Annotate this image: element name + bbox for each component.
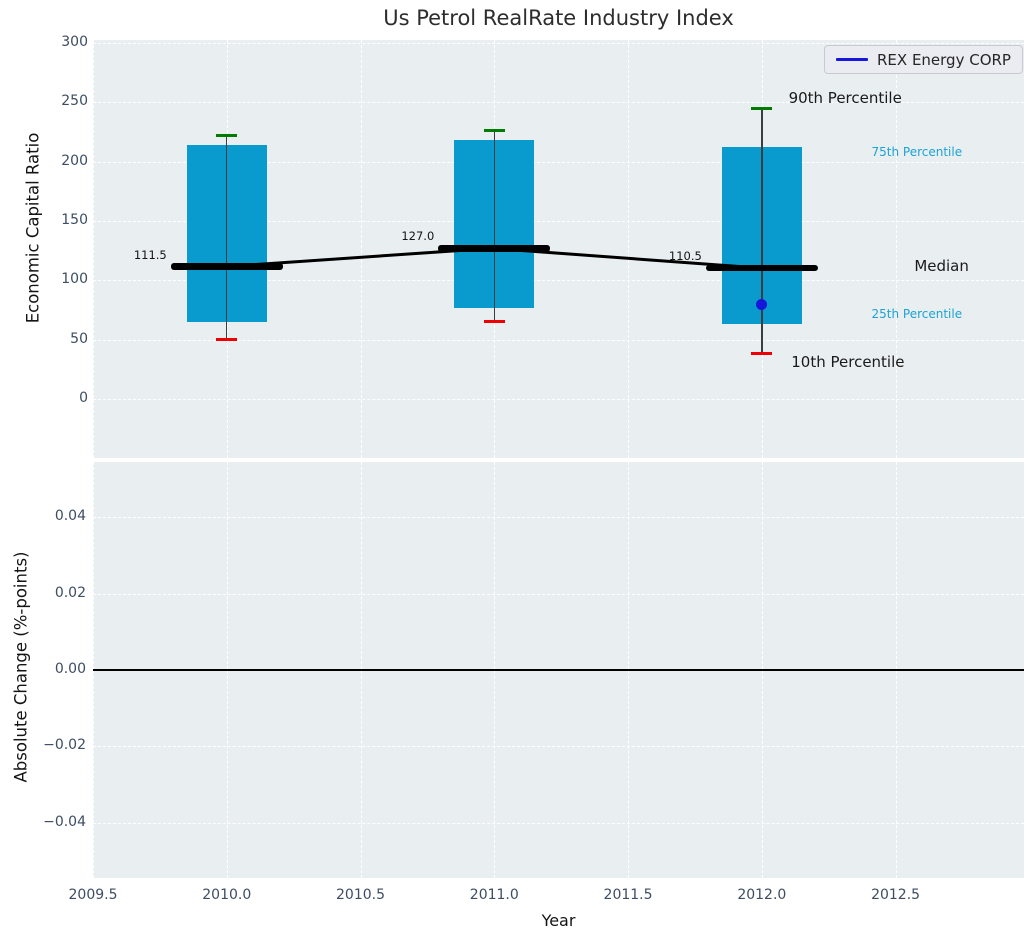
whisker-2012 xyxy=(761,108,763,354)
cap-10th-2011 xyxy=(483,320,505,324)
x-tick-label: 2012.0 xyxy=(737,887,787,903)
legend[interactable]: REX Energy CORP xyxy=(824,45,1023,74)
y-tick-label: 0.04 xyxy=(54,508,86,525)
median-label-2010: 111.5 xyxy=(133,247,167,262)
whisker-2011 xyxy=(493,130,495,322)
gridline-horizontal xyxy=(93,280,1024,282)
annotation-median: Median xyxy=(914,256,969,275)
x-tick-label: 2011.0 xyxy=(469,887,519,903)
median-label-2011: 127.0 xyxy=(401,229,435,244)
x-tick-label: 2011.5 xyxy=(603,887,653,903)
y-tick-label: 0.02 xyxy=(54,584,86,601)
gridline-horizontal xyxy=(93,102,1024,104)
y-tick-label: 50 xyxy=(70,330,88,347)
gridline-vertical xyxy=(895,40,897,458)
cap-10th-2012 xyxy=(751,352,773,356)
chart-title: Us Petrol RealRate Industry Index xyxy=(383,6,734,30)
median-bar-2012 xyxy=(705,264,818,272)
y-tick-label: 0.00 xyxy=(54,661,86,677)
annotation-75th-percentile: 75th Percentile xyxy=(871,145,963,160)
x-tick-label: 2010.0 xyxy=(202,887,252,903)
y-tick-label: 150 xyxy=(61,211,88,228)
median-label-2012: 110.5 xyxy=(668,248,702,263)
y-tick-label: 200 xyxy=(61,152,88,169)
gridline-vertical xyxy=(93,40,94,458)
x-tick-label: 2012.5 xyxy=(871,887,921,903)
y-tick-label: 250 xyxy=(61,93,88,110)
cap-90th-2011 xyxy=(483,129,505,133)
gridline-horizontal xyxy=(93,339,1024,341)
x-tick-label: 2009.5 xyxy=(68,887,118,903)
gridline-horizontal xyxy=(93,593,1024,595)
gridline-horizontal xyxy=(93,161,1024,163)
gridline-horizontal xyxy=(93,822,1024,824)
y-tick-label: −0.02 xyxy=(43,737,86,754)
legend-line-sample xyxy=(836,58,868,61)
gridline-horizontal xyxy=(93,517,1024,519)
gridline-vertical xyxy=(360,40,362,458)
legend-label: REX Energy CORP xyxy=(877,50,1011,69)
y-tick-label: 0 xyxy=(79,390,88,406)
gridline-horizontal xyxy=(93,220,1024,222)
cap-90th-2010 xyxy=(216,134,238,138)
cap-10th-2010 xyxy=(216,338,238,342)
company-point-2012 xyxy=(756,298,768,310)
y-tick-label: 300 xyxy=(61,33,88,50)
annotation-90th-percentile: 90th Percentile xyxy=(788,89,902,108)
median-bar-2011 xyxy=(438,245,551,252)
cap-90th-2012 xyxy=(751,106,773,110)
x-axis-label: Year xyxy=(541,911,576,930)
whisker-2010 xyxy=(226,135,228,340)
annotation-10th-percentile: 10th Percentile xyxy=(791,352,905,371)
gridline-horizontal xyxy=(93,42,1024,44)
gridline-horizontal xyxy=(93,746,1024,748)
zero-line xyxy=(93,669,1024,671)
gridline-vertical xyxy=(628,40,630,458)
annotation-25th-percentile: 25th Percentile xyxy=(871,306,963,321)
y-tick-label: 100 xyxy=(61,271,88,288)
x-tick-label: 2010.5 xyxy=(336,887,386,903)
median-bar-2010 xyxy=(170,263,283,270)
gridline-horizontal xyxy=(93,399,1024,400)
y-tick-label: −0.04 xyxy=(43,813,86,830)
